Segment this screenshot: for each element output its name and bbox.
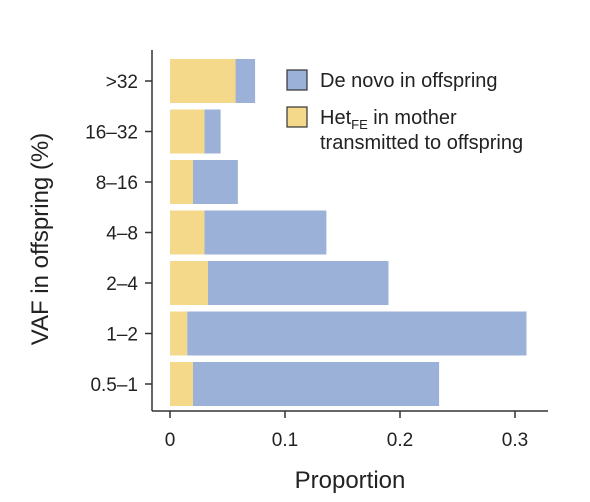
x-tick-label-1: 0.1 <box>272 430 298 451</box>
bar-de-novo-3 <box>204 210 327 255</box>
bar-het-fe-1 <box>170 109 205 154</box>
x-tick-label-0: 0 <box>165 430 176 451</box>
x-tick-label-2: 0.2 <box>387 430 413 451</box>
y-ticks-group: >32 16–32 8–16 4–8 2–4 1–2 0.5–1 <box>85 72 152 396</box>
y-tick-label-6: 0.5–1 <box>90 375 138 396</box>
bar-de-novo-4 <box>207 261 389 305</box>
y-tick-label-0: >32 <box>106 72 138 93</box>
y-tick-label-2: 8–16 <box>96 173 138 194</box>
legend-label-het-subscript: FE <box>351 117 368 132</box>
y-tick-label-5: 1–2 <box>106 325 138 346</box>
y-tick-label-3: 4–8 <box>106 224 138 245</box>
bar-het-fe-3 <box>170 210 205 255</box>
legend-label-het-fe-line2: transmitted to offspring <box>320 132 523 154</box>
bars-group <box>170 59 527 406</box>
bar-de-novo-5 <box>187 311 527 356</box>
legend-label-het-rest: in mother <box>368 107 457 129</box>
x-ticks-group: 0 0.1 0.2 0.3 <box>165 411 528 451</box>
legend: De novo in offspring HetFE in mother tra… <box>286 69 523 154</box>
legend-label-de-novo: De novo in offspring <box>320 70 498 92</box>
legend-label-het-base: Het <box>320 107 352 129</box>
bar-de-novo-2 <box>193 160 238 204</box>
x-tick-label-3: 0.3 <box>502 430 528 451</box>
legend-swatch-de-novo <box>286 69 308 91</box>
bar-het-fe-5 <box>170 311 188 356</box>
bar-het-fe-6 <box>170 362 193 406</box>
bar-de-novo-0 <box>235 59 256 103</box>
bar-het-fe-0 <box>170 59 236 103</box>
bar-de-novo-6 <box>193 362 440 406</box>
y-tick-label-4: 2–4 <box>106 274 138 295</box>
legend-label-het-fe: HetFE in mother <box>320 107 457 132</box>
bar-de-novo-1 <box>204 109 221 154</box>
bar-het-fe-2 <box>170 160 193 204</box>
legend-swatch-het-fe <box>286 106 308 128</box>
y-axis-title: VAF in offspring (%) <box>27 133 54 346</box>
bar-het-fe-4 <box>170 261 208 305</box>
y-tick-label-1: 16–32 <box>85 123 138 144</box>
x-axis-title: Proportion <box>295 467 406 494</box>
